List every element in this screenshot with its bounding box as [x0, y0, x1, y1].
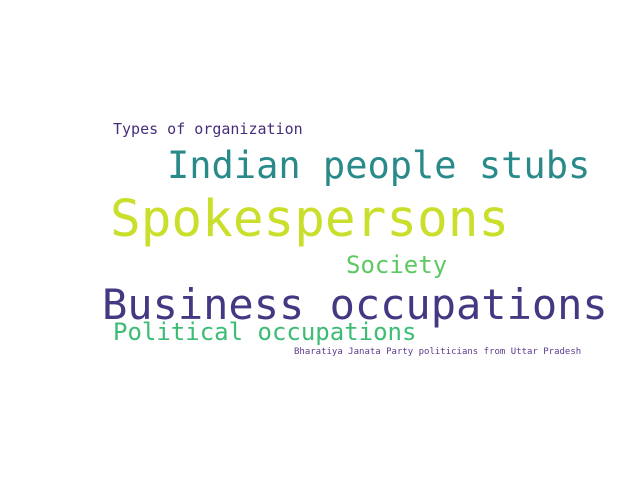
word-bjp-politicians-uttar-pradesh: Bharatiya Janata Party politicians from … [294, 347, 582, 357]
word-business-occupations: Business occupations [102, 280, 608, 329]
word-political-occupations: Political occupations [113, 318, 417, 346]
word-society: Society [346, 251, 448, 279]
word-spokespersons: Spokespersons [110, 190, 510, 249]
word-indian-people-stubs: Indian people stubs [167, 144, 591, 187]
word-types-of-organization: Types of organization [113, 120, 303, 138]
